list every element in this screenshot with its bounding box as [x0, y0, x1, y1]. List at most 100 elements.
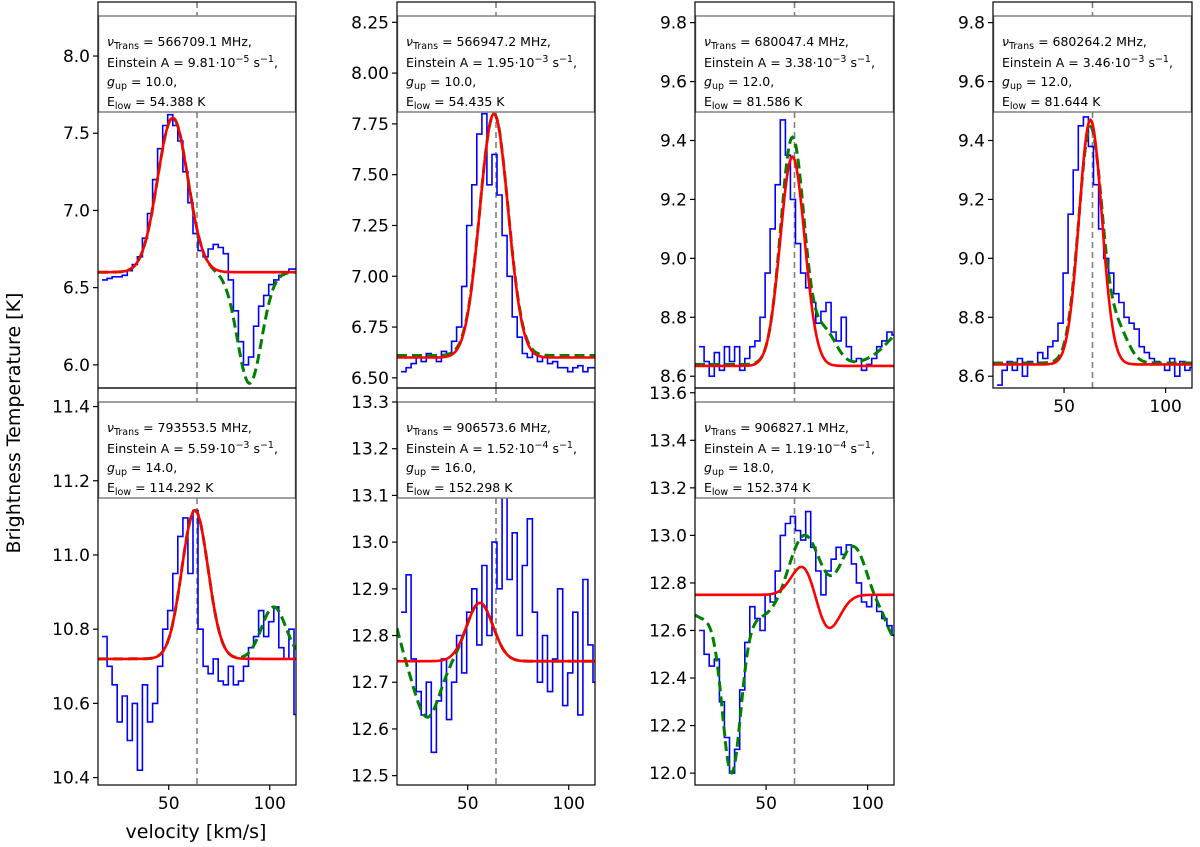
x-tick-label: 50	[755, 794, 777, 814]
y-tick-label: 12.5	[351, 767, 389, 787]
y-tick-label: 12.8	[649, 574, 687, 594]
annotation-line: gup = 16.0,	[406, 460, 476, 478]
observed-spectrum-line	[401, 494, 595, 754]
x-tick-label: 100	[851, 794, 883, 814]
annotation-line: νTrans = 906827.1 MHz,	[704, 420, 849, 438]
annotation-line: Einstein A = 3.38·10−3 s−1,	[704, 54, 875, 70]
observed-spectrum-line	[699, 119, 894, 377]
x-tick-label: 100	[254, 794, 286, 814]
y-tick-label: 13.0	[351, 533, 389, 553]
y-tick-label: 10.6	[52, 694, 90, 714]
y-tick-label: 8.0	[63, 47, 90, 67]
axes-frame	[992, 1, 1193, 389]
spectrum-panel-row1-col3: νTrans = 680047.4 MHz, Einstein A = 3.38·…	[660, 1, 895, 389]
y-tick-label: 7.25	[351, 216, 389, 236]
y-tick-label: 7.0	[63, 201, 90, 221]
transition-info-box	[694, 15, 895, 113]
annotation-line: gup = 10.0,	[107, 74, 177, 92]
axes-frame	[396, 387, 596, 786]
x-tick-label: 100	[1149, 397, 1181, 417]
spectrum-panel-row2-col3: νTrans = 906827.1 MHz, Einstein A = 1.19·…	[649, 384, 895, 814]
spectrum-panel-row2-col1: νTrans = 793553.5 MHz, Einstein A = 5.59·…	[52, 387, 297, 814]
y-tick-label: 9.6	[660, 73, 687, 93]
plot-area	[397, 388, 595, 785]
axes-frame	[694, 387, 895, 786]
y-tick-label: 11.2	[52, 472, 90, 492]
y-tick-label: 9.0	[660, 249, 687, 269]
y-tick-label: 6.5	[63, 279, 90, 299]
y-tick-label: 12.9	[351, 580, 389, 600]
annotation-line: gup = 10.0,	[406, 74, 476, 92]
annotation-line: gup = 18.0,	[704, 460, 774, 478]
annotation-line: gup = 12.0,	[704, 74, 774, 92]
y-tick-label: 13.2	[649, 479, 687, 499]
y-tick-label: 13.6	[649, 384, 687, 404]
y-tick-label: 8.6	[958, 367, 985, 387]
plot-area	[98, 2, 296, 388]
annotation-line: Einstein A = 1.52·10−4 s−1,	[406, 440, 577, 456]
annotation-line: νTrans = 793553.5 MHz,	[107, 420, 252, 438]
annotation-line: gup = 12.0,	[1002, 74, 1072, 92]
y-tick-label: 6.75	[351, 318, 389, 338]
transition-info-box	[694, 401, 895, 499]
transition-info-box	[992, 15, 1193, 113]
y-tick-label: 9.6	[958, 73, 985, 93]
plot-area	[695, 388, 894, 785]
panels-layer: νTrans = 566709.1 MHz, Einstein A = 9.81·…	[52, 1, 1193, 814]
y-axis-title: Brightness Temperature [K]	[3, 293, 25, 554]
observed-spectrum-line	[401, 112, 595, 373]
y-tick-label: 13.3	[351, 393, 389, 413]
model-fit-green-dashed	[695, 533, 894, 775]
model-fit-red	[397, 112, 595, 359]
annotation-line: gup = 14.0,	[107, 460, 177, 478]
annotation-line: Elow = 54.388 K	[107, 94, 206, 112]
annotation-line: Elow = 54.435 K	[406, 94, 505, 112]
y-tick-label: 9.2	[660, 190, 687, 210]
y-tick-label: 12.0	[649, 764, 687, 784]
y-tick-label: 8.25	[351, 13, 389, 33]
y-tick-label: 11.4	[52, 398, 90, 418]
model-fit-red	[695, 155, 894, 368]
y-tick-label: 9.8	[958, 14, 985, 34]
y-tick-label: 9.2	[958, 190, 985, 210]
y-tick-label: 7.50	[351, 166, 389, 186]
y-tick-label: 7.00	[351, 267, 389, 287]
y-tick-label: 9.0	[958, 249, 985, 269]
y-tick-label: 8.6	[660, 367, 687, 387]
transition-info-box	[396, 401, 596, 499]
y-tick-label: 10.8	[52, 620, 90, 640]
y-tick-label: 13.4	[649, 431, 687, 451]
annotation-line: νTrans = 566947.2 MHz,	[406, 34, 551, 52]
y-tick-label: 12.6	[649, 621, 687, 641]
y-tick-label: 11.0	[52, 546, 90, 566]
annotation-line: Elow = 114.292 K	[107, 480, 214, 498]
annotation-line: Einstein A = 1.95·10−3 s−1,	[406, 54, 577, 70]
x-tick-label: 100	[553, 794, 585, 814]
annotation-line: Elow = 81.586 K	[704, 94, 803, 112]
observed-spectrum-line	[102, 509, 296, 771]
spectrum-panel-row2-col2: νTrans = 906573.6 MHz, Einstein A = 1.52·…	[351, 387, 596, 814]
annotation-line: Einstein A = 1.19·10−4 s−1,	[704, 440, 875, 456]
model-fit-red	[695, 565, 894, 630]
y-tick-label: 10.4	[52, 769, 90, 789]
annotation-line: νTrans = 906573.6 MHz,	[406, 420, 551, 438]
spectrum-panel-row1-col4: νTrans = 680264.2 MHz, Einstein A = 3.46·…	[958, 1, 1193, 417]
plot-area	[98, 388, 296, 785]
y-tick-label: 8.8	[958, 308, 985, 328]
annotation-line: νTrans = 680264.2 MHz,	[1002, 34, 1147, 52]
model-fit-red	[98, 116, 296, 274]
x-tick-label: 50	[1053, 397, 1075, 417]
y-tick-label: 12.7	[351, 673, 389, 693]
y-tick-label: 12.8	[351, 627, 389, 647]
spectrum-panel-row1-col1: νTrans = 566709.1 MHz, Einstein A = 9.81·…	[63, 1, 297, 389]
model-fit-red	[98, 508, 296, 661]
model-fit-red	[993, 118, 1192, 366]
annotation-line: Elow = 81.644 K	[1002, 94, 1101, 112]
y-tick-label: 12.6	[351, 720, 389, 740]
axes-frame	[97, 387, 297, 786]
y-tick-label: 9.4	[958, 131, 985, 151]
y-tick-label: 12.4	[649, 669, 687, 689]
x-tick-label: 50	[158, 794, 180, 814]
y-tick-label: 6.50	[351, 369, 389, 389]
